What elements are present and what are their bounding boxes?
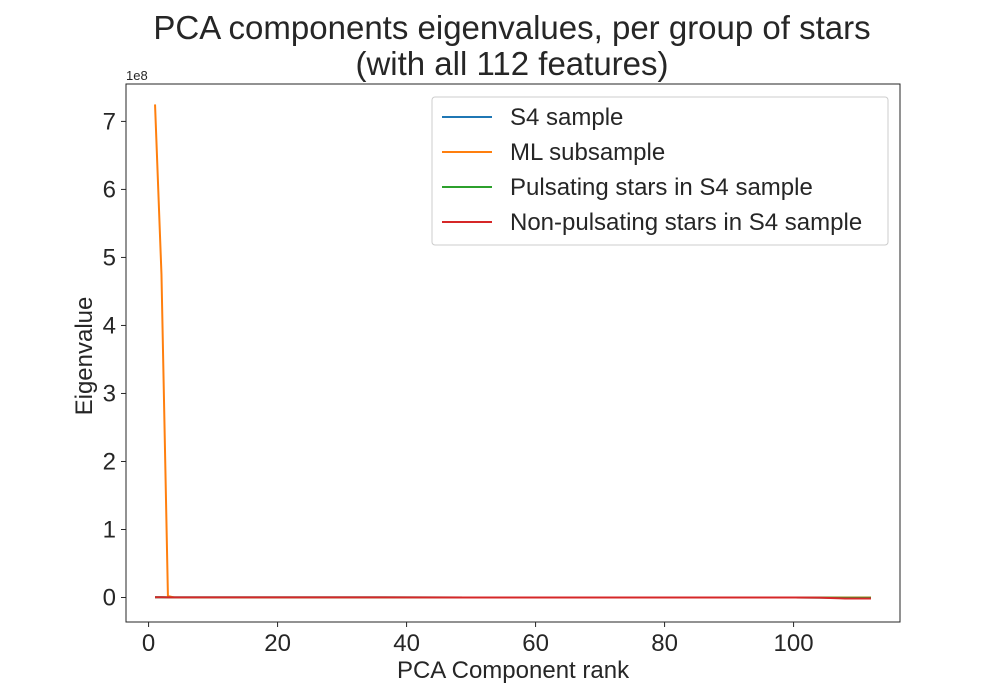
legend-label: ML subsample xyxy=(510,139,665,166)
x-axis-ticks: 0 20 40 60 80 100 xyxy=(142,622,814,657)
y-tick-label: 4 xyxy=(103,312,116,339)
y-tick-label: 1 xyxy=(103,516,116,543)
legend-box xyxy=(431,96,889,246)
x-tick-label: 80 xyxy=(651,630,678,657)
x-tick-label: 100 xyxy=(774,630,814,657)
y-tick-label: 2 xyxy=(103,448,116,475)
x-tick-label: 60 xyxy=(522,630,549,657)
y-tick-label: 5 xyxy=(103,244,116,271)
y-tick-label: 0 xyxy=(103,585,116,612)
y-offset-text: 1e8 xyxy=(126,68,148,83)
y-axis-ticks: 0 1 2 3 4 5 6 7 xyxy=(103,108,126,612)
legend-label: Non-pulsating stars in S4 sample xyxy=(510,209,862,236)
series-line-3 xyxy=(155,596,871,600)
chart-title-line-2: (with all 112 features) xyxy=(355,45,668,82)
legend-label: S4 sample xyxy=(510,104,623,131)
y-tick-label: 7 xyxy=(103,108,116,135)
x-tick-label: 40 xyxy=(393,630,420,657)
y-tick-label: 6 xyxy=(103,176,116,203)
series-lines xyxy=(154,104,871,600)
x-tick-label: 0 xyxy=(142,630,155,657)
chart-title-line-1: PCA components eigenvalues, per group of… xyxy=(153,9,870,46)
legend-label: Pulsating stars in S4 sample xyxy=(510,174,813,201)
legend: S4 sample ML subsample Pulsating stars in … xyxy=(431,96,889,246)
y-tick-label: 3 xyxy=(103,380,116,407)
x-axis-label: PCA Component rank xyxy=(397,657,630,684)
x-tick-label: 20 xyxy=(264,630,291,657)
y-axis-label: Eigenvalue xyxy=(71,297,98,416)
